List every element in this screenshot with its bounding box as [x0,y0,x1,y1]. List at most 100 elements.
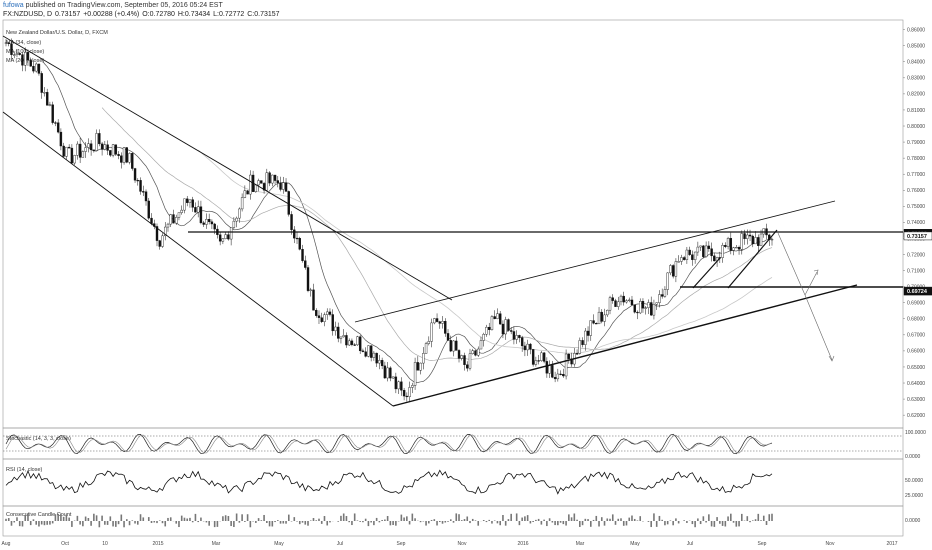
count-bar [502,514,504,521]
count-bar [631,515,633,521]
publish-text: published on TradingView.com, September … [23,2,223,9]
candle-body [759,233,763,246]
candle-body [356,336,359,346]
count-bar [579,521,581,527]
candle-body [608,297,612,311]
candle-body [597,311,601,325]
candle-body [166,223,170,228]
count-bar [5,518,7,521]
quote-last: 0.73157 [54,11,81,18]
count-bar [694,521,696,528]
ma-200-line [197,149,773,354]
quote-symbol: FX:NZDUSD, D [3,11,52,18]
count-bar [587,519,589,521]
candle-body [457,350,461,359]
count-bar [158,520,161,521]
candle-body [526,343,529,351]
candle-body [482,334,485,341]
candle-body [293,229,296,239]
candle-body [70,147,74,164]
trendlines [2,35,903,407]
count-bar [633,518,636,521]
count-bar [65,514,68,521]
count-bar [51,521,54,524]
candle-body [625,300,628,303]
count-bar [751,520,754,521]
ma-34-label: MA (34, close) [6,40,41,46]
candle-body [663,289,667,297]
count-bar [128,521,131,526]
count-bar [760,520,762,521]
count-bar [664,521,666,526]
y-tick-label: 0.68000 [907,317,925,323]
candle-body [249,174,252,195]
candle-body [485,326,488,335]
candle-body [4,42,8,44]
count-bar [241,514,243,521]
candle-body [268,172,271,184]
author-link[interactable]: fufowa [3,2,24,9]
candle-body [139,180,142,192]
candle-body [199,206,203,224]
candle-body [647,302,650,308]
candle-body [529,343,532,350]
count-bar [153,521,156,523]
candle-body [721,245,724,258]
candle-body [306,267,310,291]
y-tick-label: 0.76000 [907,188,925,194]
candle-body [682,257,686,260]
candle-body [743,233,746,239]
candle-body [606,309,609,316]
candle-body [740,233,743,250]
candle-body [630,299,634,306]
count-bar [622,521,625,526]
y-tick-label: 0.72000 [907,252,925,258]
count-bar [38,521,40,527]
count-bar [428,521,430,524]
candle-body [56,122,60,133]
main-pane-frame [2,19,904,429]
candle-body [584,330,587,345]
candle-body [455,340,458,351]
count-bar [669,520,672,521]
rsi-tick-25: 25.0000 [905,493,923,499]
candle-body [117,154,120,156]
channel-lower-line [2,111,394,407]
count-bar [104,521,106,525]
count-bar [298,521,301,525]
candle-body [15,53,19,55]
count-bar [672,521,674,526]
count-bar [378,521,381,523]
count-bar [455,513,458,521]
candle-body [408,387,411,397]
count-bar [647,521,650,522]
candle-body [35,63,38,72]
count-bar [686,521,688,523]
count-bar [200,517,202,521]
count-bar [156,521,158,524]
candle-body [488,326,491,330]
y-tick-label: 0.83000 [907,76,925,82]
count-bar [749,521,751,523]
count-bar [348,521,350,523]
x-tick-label: Oct [61,541,69,547]
count-bar [246,514,249,521]
candle-body [671,265,675,277]
candle-body [586,330,590,336]
count-bar [466,516,469,521]
arrow-head-up [813,269,819,276]
count-bar [721,521,724,526]
y-tick-label: 0.69000 [907,301,925,307]
candle-body [45,92,49,106]
candle-body [729,238,733,251]
candle-body [125,147,129,163]
x-tick-label: Nov [458,541,467,547]
count-bar [320,521,323,524]
candle-body [493,316,496,319]
count-bar [161,521,164,524]
candle-body [81,151,85,158]
candle-body [257,180,260,186]
count-bar [126,519,128,521]
count-bar [277,520,279,521]
